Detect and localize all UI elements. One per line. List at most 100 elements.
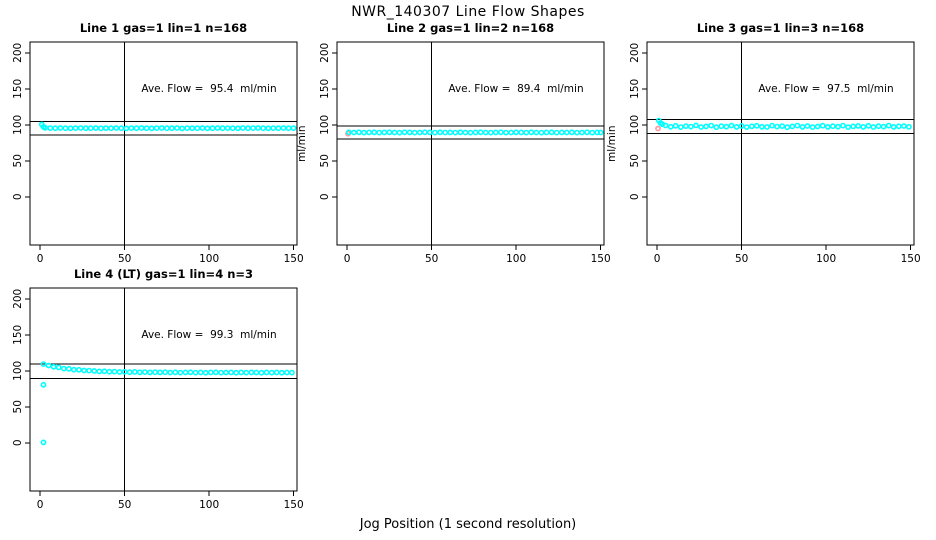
data-point: [482, 129, 489, 136]
data-point: [255, 125, 261, 131]
data-point: [366, 129, 372, 136]
y-tick-label: 200: [629, 43, 641, 63]
data-point: [290, 125, 297, 131]
data-point: [688, 123, 694, 130]
data-point: [753, 122, 760, 129]
data-point: [202, 369, 209, 376]
data-point: [794, 122, 801, 129]
data-point: [62, 125, 69, 132]
data-point: [865, 122, 872, 129]
data-point: [875, 123, 882, 130]
data-point: [273, 369, 280, 376]
data-point: [513, 129, 519, 136]
data-point: [239, 125, 246, 131]
data-point: [40, 381, 47, 388]
data-point: [467, 129, 474, 136]
plot-svg-line-1: 0 50 100 150 0 50 100 150 200: [12, 41, 304, 265]
y-axis-label: ml/min: [606, 125, 618, 162]
ave-flow-annotation: Ave. Flow = 97.5 ml/min: [758, 83, 894, 95]
data-point: [57, 125, 64, 131]
data-point: [71, 366, 77, 373]
data-point: [518, 129, 525, 136]
data-point: [163, 125, 170, 132]
data-point: [268, 369, 275, 376]
data-point: [42, 124, 49, 131]
y-tick-label: 100: [319, 115, 331, 135]
data-point: [108, 125, 114, 132]
panel-title: Line 3 gas=1 lin=3 n=168: [696, 21, 865, 35]
data-point: [81, 367, 87, 374]
data-point: [136, 369, 143, 376]
data-point: [168, 125, 175, 132]
y-tick-label: 200: [12, 289, 24, 309]
data-point: [738, 123, 745, 129]
data-point: [497, 129, 504, 136]
data-point: [87, 125, 94, 132]
data-point: [667, 123, 674, 130]
data-point: [713, 124, 720, 131]
data-point: [243, 369, 250, 376]
data-point: [421, 129, 428, 136]
data-point: [769, 122, 775, 129]
y-axis: 0 50 100 150 200: [12, 289, 30, 446]
data-point: [131, 369, 138, 375]
data-point: [157, 369, 163, 376]
data-point: [381, 129, 388, 136]
data-point: [472, 129, 479, 136]
series-flow: [655, 117, 912, 131]
x-tick-label: 100: [199, 499, 219, 511]
data-point: [141, 369, 148, 375]
data-point: [677, 124, 684, 130]
y-axis: 0 50 100 150 200: [12, 43, 30, 200]
x-tick-label: 50: [118, 499, 131, 511]
data-point: [162, 369, 169, 376]
data-point: [900, 123, 907, 129]
x-axis: 0 50 100 150: [37, 491, 304, 511]
y-tick-label: 50: [12, 400, 24, 413]
x-axis-label: Jog Position (1 second resolution): [359, 517, 577, 532]
data-point: [416, 129, 423, 136]
x-tick-label: 150: [591, 253, 611, 265]
data-point: [101, 368, 108, 375]
data-point: [192, 369, 199, 376]
panel-title: Line 1 gas=1 lin=1 n=168: [79, 21, 248, 35]
data-point: [245, 125, 251, 132]
data-point: [224, 125, 231, 131]
data-point: [345, 129, 352, 136]
data-point: [278, 369, 285, 376]
data-point: [743, 124, 750, 130]
y-tick-label: 100: [12, 361, 24, 381]
data-point: [50, 363, 57, 370]
data-point: [487, 129, 494, 136]
data-point: [819, 122, 826, 129]
data-point: [835, 123, 841, 130]
data-point: [880, 123, 887, 130]
data-point: [655, 125, 661, 132]
data-point: [52, 125, 59, 132]
data-point: [113, 125, 120, 131]
data-point: [260, 125, 267, 132]
y-tick-label: 0: [629, 193, 641, 200]
x-tick-label: 0: [654, 253, 661, 265]
data-point: [204, 125, 211, 132]
x-tick-label: 100: [199, 253, 219, 265]
data-point: [774, 123, 780, 130]
data-point: [748, 123, 755, 130]
y-tick-label: 50: [319, 154, 331, 167]
data-point: [177, 369, 184, 376]
series-flow: [38, 121, 297, 132]
data-point: [82, 125, 89, 132]
x-axis: 0 50 100 150: [654, 245, 921, 265]
data-point: [683, 123, 689, 129]
x-tick-label: 150: [284, 499, 304, 511]
x-axis: 0 50 100 150: [344, 245, 611, 265]
data-point: [401, 129, 408, 136]
data-point: [128, 125, 135, 131]
data-point: [779, 123, 786, 129]
data-point: [860, 124, 867, 130]
data-point: [718, 123, 725, 130]
y-tick-label: 0: [319, 193, 331, 200]
data-point: [199, 125, 206, 131]
y-tick-label: 100: [629, 115, 641, 135]
data-point: [143, 125, 150, 132]
